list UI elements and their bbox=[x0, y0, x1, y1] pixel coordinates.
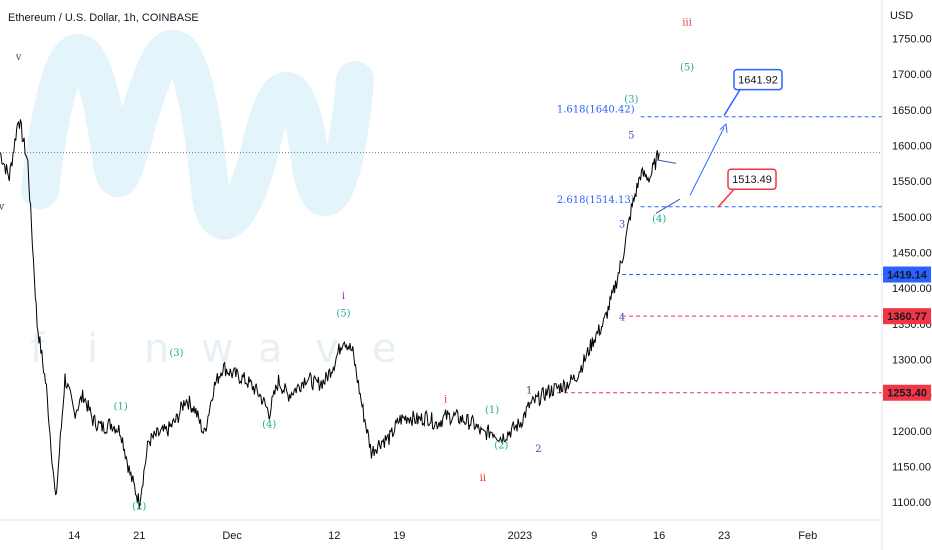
wave-label: i bbox=[342, 291, 345, 302]
x-tick-label: 9 bbox=[591, 530, 597, 542]
y-tick-label: 1500.00 bbox=[892, 212, 932, 224]
wave-label: (5) bbox=[336, 309, 350, 320]
callout-text: 1641.92 bbox=[738, 75, 778, 87]
price-label-text: 1360.77 bbox=[887, 311, 927, 323]
x-tick-label: 12 bbox=[328, 530, 340, 542]
y-tick-label: 1400.00 bbox=[892, 283, 932, 295]
wave-label: iv bbox=[0, 202, 5, 213]
wave-label: (5) bbox=[680, 63, 694, 74]
x-tick-label: 23 bbox=[718, 530, 730, 542]
x-tick-label: Dec bbox=[222, 530, 242, 542]
fib-level-label: 1.618(1640.42) bbox=[557, 105, 635, 116]
wave-label: (1) bbox=[485, 405, 499, 416]
wave-label: (1) bbox=[114, 401, 128, 412]
price-label-text: 1419.14 bbox=[887, 270, 928, 282]
wave-labels: viv(1)(2)(3)(4)(5)iiii(1)(2)12345(3)(4)(… bbox=[0, 18, 694, 513]
price-label-bg bbox=[883, 266, 931, 283]
y-tick-label: 1450.00 bbox=[892, 248, 932, 260]
x-tick-label: 19 bbox=[393, 530, 405, 542]
x-tick-label: Feb bbox=[798, 530, 817, 542]
wave-label: (2) bbox=[494, 441, 508, 452]
y-tick-label: 1200.00 bbox=[892, 426, 932, 438]
callout-text: 1513.49 bbox=[732, 174, 772, 186]
wave-label: (4) bbox=[262, 419, 276, 430]
x-axis: 14 21 Dec 12 19 2023 9 16 23 Feb bbox=[68, 530, 817, 542]
wave-label: 5 bbox=[628, 130, 634, 141]
callout-box bbox=[727, 168, 777, 190]
wave-label: (3) bbox=[169, 348, 183, 359]
watermark-logo bbox=[21, 30, 374, 240]
wave-label: v bbox=[15, 52, 22, 63]
price-label-bg bbox=[883, 384, 931, 401]
watermark-letter: v bbox=[315, 326, 339, 372]
watermark-letter: f bbox=[30, 326, 45, 372]
wave-label: i bbox=[444, 394, 447, 405]
wave-label: (3) bbox=[624, 95, 638, 106]
y-tick-label: 1300.00 bbox=[892, 355, 932, 367]
y-tick-label: 1150.00 bbox=[892, 462, 931, 474]
watermark-letter: n bbox=[144, 326, 169, 372]
wave-label: 2 bbox=[535, 444, 541, 455]
y-tick-label: 1650.00 bbox=[892, 105, 932, 117]
x-tick-label: 2023 bbox=[508, 530, 532, 542]
price-line bbox=[0, 119, 660, 509]
watermark-letter: w bbox=[201, 326, 234, 372]
x-tick-label: 21 bbox=[133, 530, 145, 542]
chart-title: Ethereum / U.S. Dollar, 1h, COINBASE bbox=[8, 12, 199, 24]
price-level-lines: 1.618(1640.42) 2.618(1514.13) bbox=[0, 105, 882, 394]
wave-label: (2) bbox=[132, 501, 146, 512]
projection-arrow-head bbox=[719, 123, 728, 133]
currency-label: USD bbox=[890, 10, 913, 22]
callout-pointer bbox=[723, 89, 741, 117]
watermark-letter: e bbox=[372, 326, 397, 372]
triangle-bottom-line bbox=[655, 198, 681, 214]
x-tick-label: 14 bbox=[68, 530, 80, 542]
triangle-top-line bbox=[655, 159, 677, 164]
wave-label: 4 bbox=[619, 312, 625, 323]
callout-pointer bbox=[717, 188, 735, 208]
projection-arrow bbox=[689, 127, 725, 196]
price-series bbox=[0, 119, 660, 509]
y-tick-label: 1700.00 bbox=[892, 69, 932, 81]
y-axis: 1100.001150.001200.001250.001300.001350.… bbox=[883, 34, 932, 509]
wave-label: 1 bbox=[526, 386, 532, 397]
price-label-bg bbox=[883, 308, 931, 325]
wave-label: ii bbox=[480, 473, 486, 484]
target-callouts: 1641.92 1513.49 bbox=[655, 68, 783, 214]
watermark-letter: i bbox=[87, 326, 98, 372]
wave-label: iii bbox=[682, 18, 692, 29]
callout-box bbox=[733, 68, 783, 91]
y-tick-label: 1750.00 bbox=[892, 34, 932, 46]
y-tick-label: 1600.00 bbox=[892, 141, 932, 153]
price-label-text: 1253.40 bbox=[887, 388, 927, 400]
watermark-letter: a bbox=[258, 326, 283, 372]
wave-label: 3 bbox=[619, 220, 625, 231]
fib-level-label: 2.618(1514.13) bbox=[557, 195, 635, 206]
x-tick-label: 16 bbox=[653, 530, 665, 542]
wave-label: (4) bbox=[652, 214, 666, 225]
y-tick-label: 1100.00 bbox=[892, 497, 931, 509]
y-tick-label: 1550.00 bbox=[892, 176, 932, 188]
